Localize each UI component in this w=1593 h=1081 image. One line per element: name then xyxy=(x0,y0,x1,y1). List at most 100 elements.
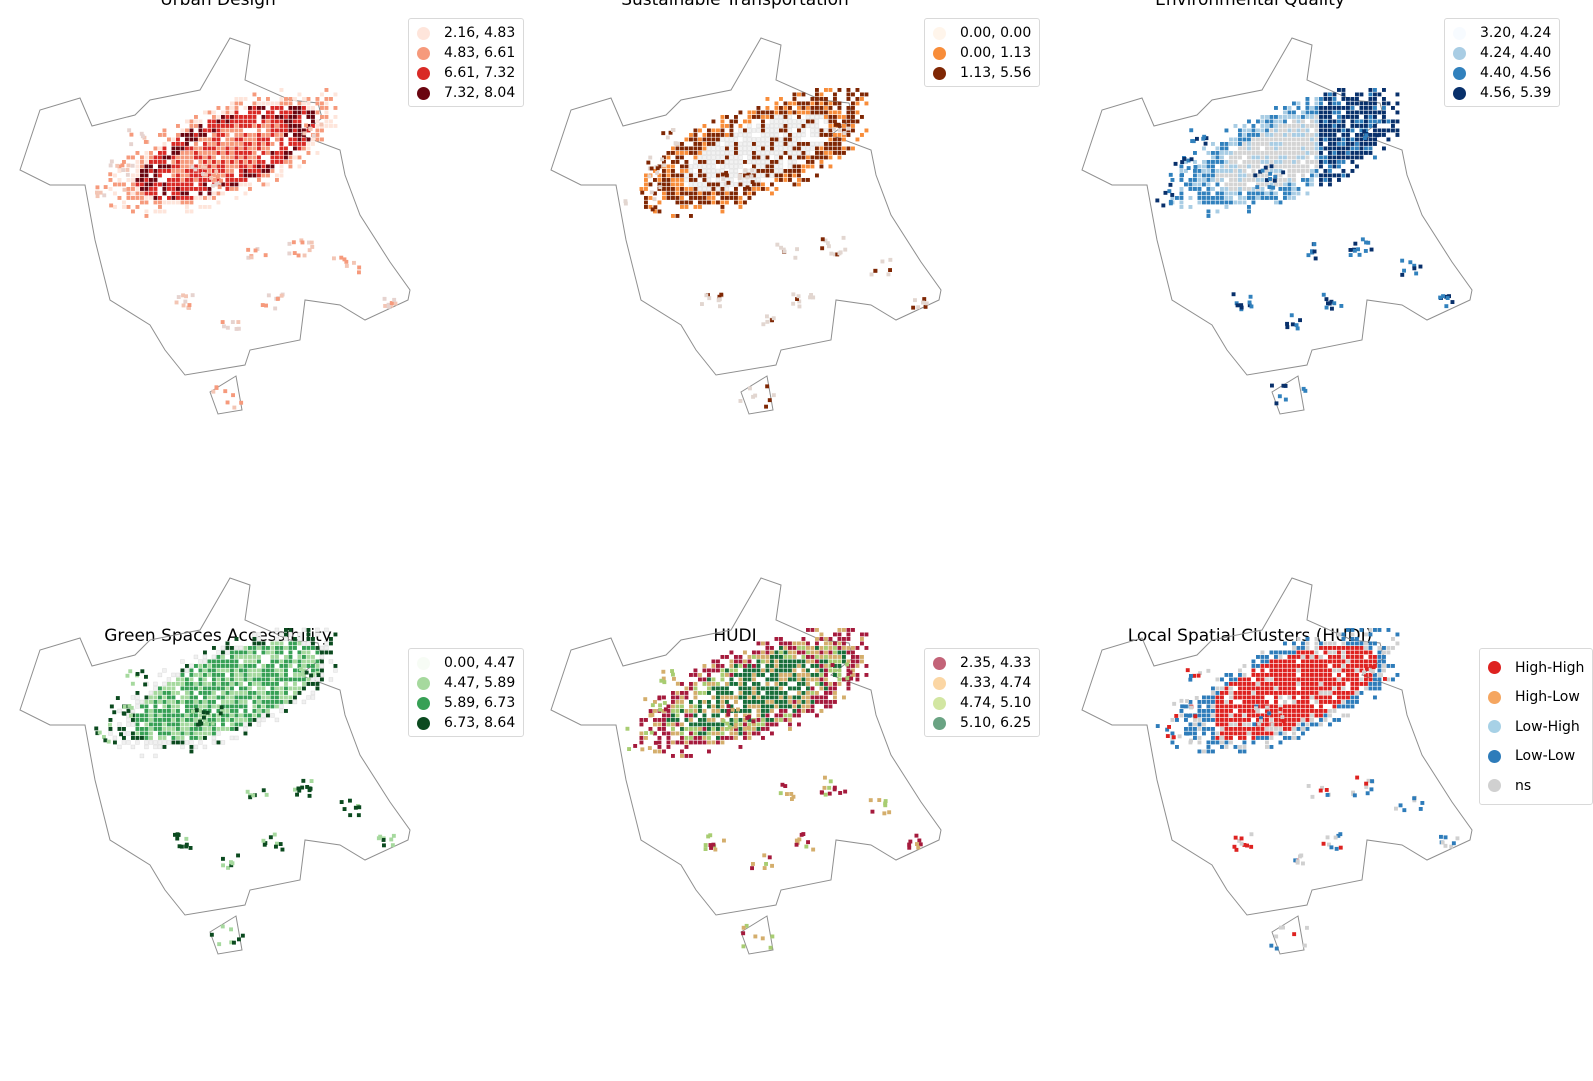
grid-cell xyxy=(324,110,329,115)
grid-cell xyxy=(860,637,864,641)
grid-cell xyxy=(1287,668,1292,673)
grid-cell xyxy=(783,646,788,650)
grid-cell xyxy=(256,632,262,637)
grid-cell xyxy=(203,736,207,740)
grid-cell xyxy=(747,191,752,196)
grid-cell xyxy=(1301,646,1305,650)
grid-cell xyxy=(880,259,885,264)
grid-cell xyxy=(1319,124,1323,128)
grid-cell xyxy=(1301,173,1305,178)
grid-cell xyxy=(815,695,819,700)
grid-cell xyxy=(287,241,292,246)
grid-cell xyxy=(1364,119,1368,124)
grid-cell xyxy=(1215,691,1220,695)
grid-cell xyxy=(1211,727,1215,731)
grid-cell xyxy=(1287,682,1292,686)
grid-cell xyxy=(811,295,816,300)
grid-cell xyxy=(221,169,225,173)
grid-cell xyxy=(711,128,716,133)
grid-cell xyxy=(229,927,233,932)
grid-cell xyxy=(199,721,204,726)
grid-cell xyxy=(279,668,284,673)
grid-cell xyxy=(652,197,657,202)
grid-cell xyxy=(702,196,707,200)
grid-cell xyxy=(126,191,131,196)
grid-cell xyxy=(1224,745,1229,749)
grid-cell xyxy=(819,160,824,164)
grid-cell xyxy=(288,137,293,142)
grid-cell xyxy=(1167,189,1172,194)
grid-cell xyxy=(1287,677,1292,682)
grid-cell xyxy=(1274,709,1278,713)
grid-cell xyxy=(234,722,239,727)
islet-outline xyxy=(740,375,774,415)
legend-label: High-High xyxy=(1515,659,1585,676)
grid-cell xyxy=(711,668,716,673)
grid-cell xyxy=(212,682,216,686)
grid-cell xyxy=(1229,722,1233,727)
grid-cell xyxy=(180,682,185,686)
grid-cell xyxy=(1364,110,1368,115)
grid-cell xyxy=(765,132,770,138)
grid-cell xyxy=(846,650,851,655)
grid-cell xyxy=(1202,182,1206,187)
grid-cell xyxy=(230,164,234,169)
grid-cell xyxy=(1391,677,1395,682)
grid-cell xyxy=(1355,155,1359,160)
grid-cell xyxy=(1292,101,1296,106)
grid-cell xyxy=(801,641,806,646)
grid-cell xyxy=(1229,200,1233,205)
grid-cell xyxy=(248,137,252,142)
grid-cell xyxy=(680,146,684,151)
grid-cell xyxy=(1296,646,1301,650)
grid-cell xyxy=(185,200,189,205)
grid-cell xyxy=(707,740,711,745)
grid-cell xyxy=(797,664,801,668)
grid-cell xyxy=(824,146,828,151)
grid-cell xyxy=(720,664,725,668)
grid-cell xyxy=(257,142,261,146)
grid-cell xyxy=(162,182,167,187)
grid-cell xyxy=(761,700,765,704)
grid-cell xyxy=(207,124,212,128)
grid-cell xyxy=(1260,119,1265,124)
grid-cell xyxy=(1314,128,1319,133)
choropleth-map xyxy=(550,37,942,415)
grid-cell xyxy=(1184,182,1188,187)
grid-cell xyxy=(1242,709,1247,713)
grid-cell xyxy=(1355,655,1359,659)
grid-cell xyxy=(243,664,248,668)
grid-cell xyxy=(1337,110,1341,115)
grid-cell xyxy=(680,740,684,745)
grid-cell xyxy=(1377,128,1382,133)
grid-cell xyxy=(707,749,711,754)
legend-label: 7.32, 8.04 xyxy=(444,85,516,101)
grid-cell xyxy=(1323,146,1328,151)
grid-cell xyxy=(248,677,252,682)
grid-cell xyxy=(246,255,251,260)
grid-cell xyxy=(320,101,324,106)
grid-cell xyxy=(833,110,837,115)
grid-cell xyxy=(1314,106,1319,110)
grid-cell xyxy=(225,713,230,718)
grid-cell xyxy=(1287,155,1292,160)
grid-cell xyxy=(261,682,266,686)
grid-cell xyxy=(1292,695,1296,700)
grid-cell xyxy=(837,673,842,677)
grid-cell xyxy=(311,110,315,115)
grid-cell xyxy=(643,697,648,702)
grid-cell xyxy=(315,101,320,106)
grid-cell xyxy=(815,92,819,97)
grid-cell xyxy=(108,178,113,182)
grid-cell xyxy=(720,146,725,151)
grid-cell xyxy=(1269,713,1274,718)
grid-cell xyxy=(1314,655,1319,659)
grid-cell xyxy=(198,664,203,668)
grid-cell xyxy=(760,164,766,169)
grid-cell xyxy=(189,686,194,691)
grid-cell xyxy=(225,124,230,128)
grid-cell xyxy=(1269,736,1274,740)
grid-cell xyxy=(824,646,828,650)
grid-cell xyxy=(252,142,257,146)
grid-cell xyxy=(797,101,801,106)
